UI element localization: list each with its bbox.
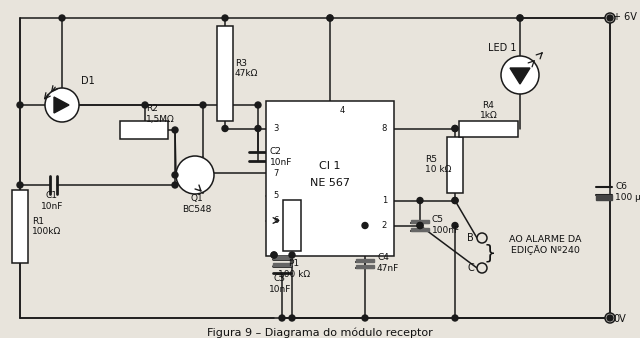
Circle shape xyxy=(59,15,65,21)
Circle shape xyxy=(142,102,148,108)
Bar xyxy=(447,137,463,193)
Bar xyxy=(12,190,28,263)
Circle shape xyxy=(289,315,295,321)
Polygon shape xyxy=(356,259,374,262)
Circle shape xyxy=(200,102,206,108)
Circle shape xyxy=(477,233,487,243)
Circle shape xyxy=(172,172,178,178)
Bar xyxy=(283,199,301,251)
Circle shape xyxy=(417,222,423,228)
Circle shape xyxy=(605,313,615,323)
Circle shape xyxy=(452,125,458,131)
Polygon shape xyxy=(54,97,69,113)
Circle shape xyxy=(45,88,79,122)
Text: 4: 4 xyxy=(340,106,345,115)
Text: 1: 1 xyxy=(381,196,387,205)
Text: 5: 5 xyxy=(273,191,278,200)
Bar xyxy=(266,100,394,256)
Text: NE 567: NE 567 xyxy=(310,178,350,188)
Circle shape xyxy=(327,15,333,21)
Bar xyxy=(217,26,233,121)
Circle shape xyxy=(362,315,368,321)
Circle shape xyxy=(289,252,295,258)
Circle shape xyxy=(222,125,228,131)
Text: R1
100kΩ: R1 100kΩ xyxy=(32,217,61,236)
Text: 3: 3 xyxy=(273,124,278,133)
Circle shape xyxy=(607,315,613,321)
Text: }: } xyxy=(484,243,497,263)
Text: R4
1kΩ: R4 1kΩ xyxy=(479,101,497,120)
Polygon shape xyxy=(596,195,612,200)
Text: C6
100 μF: C6 100 μF xyxy=(615,182,640,202)
Circle shape xyxy=(222,15,228,21)
Text: 2: 2 xyxy=(381,221,387,230)
Text: AO ALARME DA
EDIÇÃO Nº240: AO ALARME DA EDIÇÃO Nº240 xyxy=(509,235,581,255)
Circle shape xyxy=(176,156,214,194)
Bar xyxy=(120,121,168,139)
Circle shape xyxy=(271,252,277,258)
Text: 0V: 0V xyxy=(613,314,626,324)
Circle shape xyxy=(452,197,458,203)
Text: + 6V: + 6V xyxy=(613,12,637,22)
Polygon shape xyxy=(411,220,429,223)
Circle shape xyxy=(452,315,458,321)
Circle shape xyxy=(255,102,261,108)
Circle shape xyxy=(172,127,178,133)
Polygon shape xyxy=(356,265,374,268)
Polygon shape xyxy=(273,263,291,266)
Polygon shape xyxy=(273,256,291,259)
Text: C3
10nF: C3 10nF xyxy=(269,274,291,294)
Polygon shape xyxy=(411,228,429,231)
Text: CI 1: CI 1 xyxy=(319,161,340,171)
Text: C: C xyxy=(467,263,474,273)
Circle shape xyxy=(327,15,333,21)
Circle shape xyxy=(417,222,423,228)
Circle shape xyxy=(279,315,285,321)
Text: C5
100nF: C5 100nF xyxy=(432,215,460,235)
Text: R5
10 kΩ: R5 10 kΩ xyxy=(425,155,451,174)
Bar xyxy=(459,121,518,137)
Text: B: B xyxy=(467,233,474,243)
Text: 6: 6 xyxy=(273,216,278,225)
Circle shape xyxy=(417,197,423,203)
Circle shape xyxy=(172,182,178,188)
Circle shape xyxy=(501,56,539,94)
Text: C4
47nF: C4 47nF xyxy=(377,253,399,273)
Circle shape xyxy=(17,182,23,188)
Circle shape xyxy=(477,263,487,273)
Circle shape xyxy=(452,197,458,203)
Text: R2
1,5MΩ: R2 1,5MΩ xyxy=(146,104,175,124)
Circle shape xyxy=(517,15,523,21)
Polygon shape xyxy=(510,68,530,84)
Text: C1
10nF: C1 10nF xyxy=(41,191,63,211)
Circle shape xyxy=(452,222,458,228)
Text: D1: D1 xyxy=(81,76,95,86)
Text: 8: 8 xyxy=(381,124,387,133)
Circle shape xyxy=(271,252,277,258)
Text: Q1
BC548: Q1 BC548 xyxy=(182,194,212,214)
Text: P1
100 kΩ: P1 100 kΩ xyxy=(278,259,310,279)
Circle shape xyxy=(517,15,523,21)
Circle shape xyxy=(607,15,613,21)
Circle shape xyxy=(17,102,23,108)
Circle shape xyxy=(452,125,458,131)
Circle shape xyxy=(605,13,615,23)
Circle shape xyxy=(255,125,261,131)
Text: 7: 7 xyxy=(273,169,278,177)
Text: LED 1: LED 1 xyxy=(488,43,516,53)
Text: Figura 9 – Diagrama do módulo receptor: Figura 9 – Diagrama do módulo receptor xyxy=(207,328,433,338)
Text: C2
10nF: C2 10nF xyxy=(270,147,292,167)
Circle shape xyxy=(362,222,368,228)
Text: R3
47kΩ: R3 47kΩ xyxy=(235,58,259,78)
